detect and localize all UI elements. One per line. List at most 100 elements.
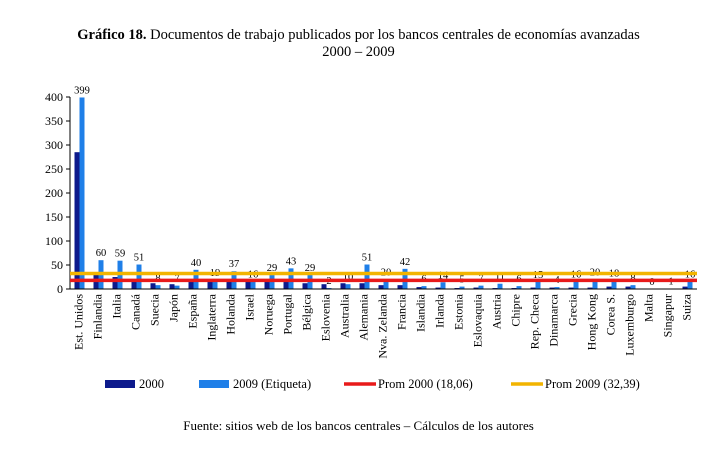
bar-2000 xyxy=(587,287,593,289)
y-tick-label: 50 xyxy=(51,258,63,272)
bar-2009 xyxy=(174,285,180,289)
bar-2000 xyxy=(321,284,327,289)
bar-2000 xyxy=(207,280,213,289)
x-tick-label: Luxemburgo xyxy=(623,294,637,356)
legend-2000-swatch xyxy=(105,380,135,388)
x-tick-label: Malta xyxy=(642,293,656,322)
x-tick-label: Finlandia xyxy=(91,293,105,339)
x-tick-label: Est. Unidos xyxy=(72,294,86,350)
x-tick-label: Singapur xyxy=(661,294,675,337)
bar-2009 xyxy=(554,287,560,289)
bar-2000 xyxy=(226,281,232,289)
chart-title-prefix: Gráfico 18. xyxy=(77,27,147,43)
data-label-2009: 14 xyxy=(438,270,449,281)
bar-2000 xyxy=(359,283,365,289)
data-label-2009: 11 xyxy=(495,272,505,283)
bar-2000 xyxy=(530,287,536,289)
x-tick-label: Bélgica xyxy=(300,293,314,330)
x-tick-label: Estonia xyxy=(452,293,466,330)
data-label-2009: 15 xyxy=(533,270,544,281)
y-tick-label: 200 xyxy=(45,186,63,200)
x-tick-label: Japón xyxy=(167,294,181,322)
x-tick-label: Dinamarca xyxy=(547,293,561,346)
x-tick-label: Irlanda xyxy=(433,293,447,328)
x-tick-label: Eslovaquia xyxy=(471,293,485,347)
x-tick-label: Canadá xyxy=(129,293,143,330)
data-label-2009: 42 xyxy=(400,257,411,268)
bar-2000 xyxy=(625,286,631,289)
x-tick-label: Islandia xyxy=(414,293,428,332)
chart-title: Gráfico 18. Documentos de trabajo public… xyxy=(0,27,717,44)
bar-2000 xyxy=(549,287,555,289)
bar-2000 xyxy=(169,284,175,289)
bar-2000 xyxy=(74,152,80,289)
x-tick-label: Grecia xyxy=(566,293,580,326)
bar-2009 xyxy=(459,286,465,289)
bar-2000 xyxy=(568,287,574,289)
bar-2009 xyxy=(497,283,503,289)
data-label-2009: 59 xyxy=(115,249,126,260)
x-tick-label: Italia xyxy=(110,293,124,318)
bar-2000 xyxy=(473,287,479,289)
chart-title-text: Documentos de trabajo publicados por los… xyxy=(150,27,640,43)
bar-2009 xyxy=(592,279,598,289)
x-tick-label: España xyxy=(186,293,200,328)
data-label-2009: 40 xyxy=(191,258,202,269)
bar-2009 xyxy=(364,264,370,289)
y-tick-label: 400 xyxy=(45,90,63,104)
data-label-2009: 60 xyxy=(96,248,107,259)
bar-2009 xyxy=(421,286,427,289)
x-tick-label: Portugal xyxy=(281,293,295,334)
bar-2000 xyxy=(378,285,384,289)
legend-2000-label: 2000 xyxy=(139,377,164,391)
data-label-2009: 51 xyxy=(362,253,373,264)
x-tick-label: Rep. Checa xyxy=(528,293,542,349)
x-tick-label: Noruega xyxy=(262,293,276,335)
x-tick-label: Hong Kong xyxy=(585,294,599,350)
data-label-2009: 43 xyxy=(286,256,297,267)
bar-2009 xyxy=(212,279,218,289)
x-tick-label: Suiza xyxy=(680,293,694,320)
bar-2000 xyxy=(131,280,137,289)
bar-2009 xyxy=(687,281,693,289)
legend-prom-2000-label: Prom 2000 (18,06) xyxy=(378,377,473,391)
bar-2000 xyxy=(302,283,308,289)
bar-2000 xyxy=(606,286,612,289)
bar-2000 xyxy=(283,281,289,289)
bar-2000 xyxy=(397,285,403,289)
bar-2009 xyxy=(573,281,579,289)
x-tick-label: Corea S. xyxy=(604,294,618,335)
bar-2009 xyxy=(535,281,541,289)
y-tick-label: 0 xyxy=(57,282,63,296)
data-label-2009: 29 xyxy=(305,263,316,274)
x-tick-label: Israel xyxy=(243,293,257,320)
data-label-2009: 51 xyxy=(134,253,145,264)
data-label-2009: 10 xyxy=(343,272,354,283)
bar-2009 xyxy=(383,279,389,289)
source-note: Fuente: sitios web de los bancos central… xyxy=(183,418,534,433)
bar-2000 xyxy=(416,287,422,289)
bar-2000 xyxy=(188,281,194,289)
bar-2000 xyxy=(435,287,441,289)
data-label-2009: 399 xyxy=(74,85,90,96)
y-tick-label: 100 xyxy=(45,234,63,248)
bar-2000 xyxy=(112,277,118,289)
x-tick-label: Holanda xyxy=(224,293,238,334)
bar-2009 xyxy=(611,280,617,289)
bar-2000 xyxy=(682,286,688,289)
bar-2000 xyxy=(340,283,346,289)
bar-2009 xyxy=(478,285,484,289)
data-label-2009: 0 xyxy=(649,277,654,288)
x-tick-label: Alemania xyxy=(357,293,371,340)
y-tick-label: 150 xyxy=(45,210,63,224)
data-label-2009: 37 xyxy=(229,259,240,270)
bar-2009 xyxy=(345,284,351,289)
x-tick-label: Chipre xyxy=(509,294,523,327)
bar-2009 xyxy=(136,264,142,289)
bar-2009 xyxy=(79,97,85,289)
legend-2009-swatch xyxy=(199,380,229,388)
bar-2009 xyxy=(155,285,161,289)
y-tick-label: 300 xyxy=(45,138,63,152)
